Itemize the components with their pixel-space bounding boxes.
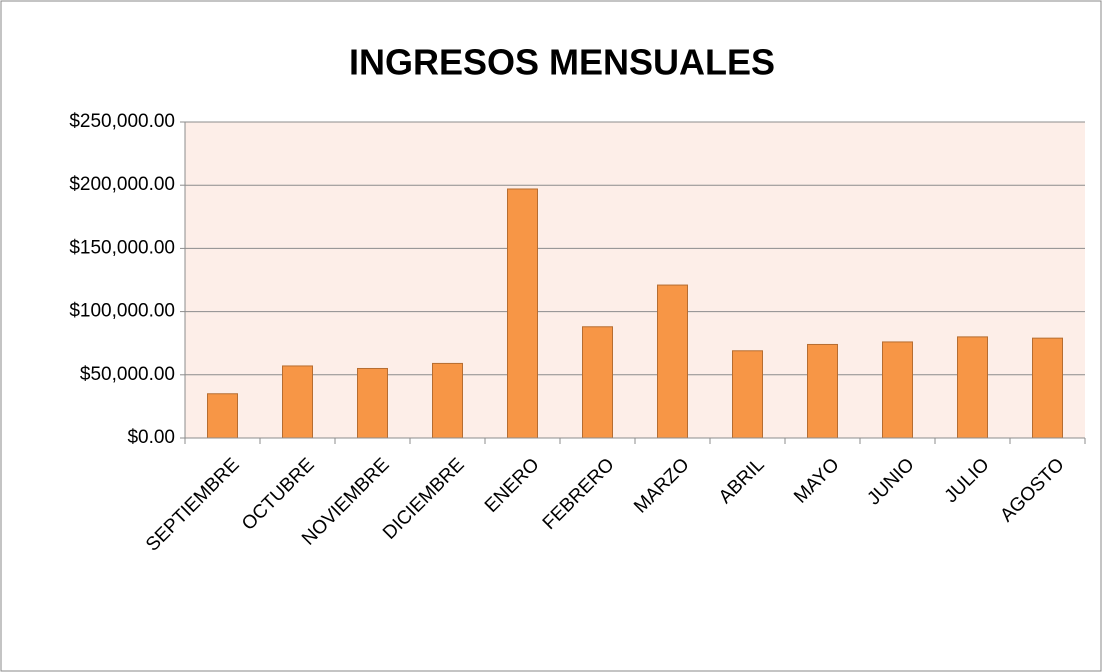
- bar: [732, 350, 763, 439]
- bar: [1032, 337, 1063, 439]
- bar: [582, 326, 613, 439]
- bar: [357, 367, 388, 439]
- bar: [957, 336, 988, 439]
- plot-area: [185, 122, 1085, 438]
- bar: [657, 284, 688, 439]
- y-tick-label: $100,000.00: [69, 301, 175, 322]
- y-tick-label: $150,000.00: [69, 237, 175, 258]
- bar: [282, 365, 313, 439]
- bar: [807, 343, 838, 439]
- chart-title: INGRESOS MENSUALES: [349, 42, 775, 83]
- y-tick-label: $50,000.00: [80, 364, 175, 385]
- bar: [882, 341, 913, 439]
- y-tick-label: $200,000.00: [69, 174, 175, 195]
- bar: [507, 188, 538, 439]
- y-tick-label: $250,000.00: [69, 111, 175, 132]
- bar: [432, 362, 463, 439]
- y-tick-label: $0.00: [127, 427, 175, 448]
- bar: [207, 393, 238, 439]
